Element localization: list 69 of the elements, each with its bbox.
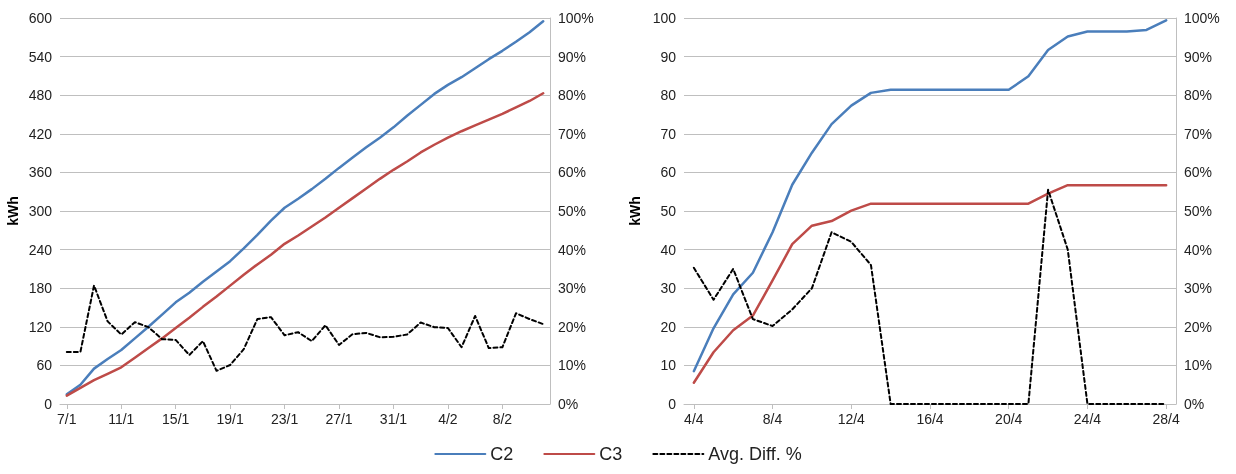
x-tick-label: 15/1 [162,411,190,427]
y2-tick-label: 60% [558,164,587,181]
x-tick-label: 8/2 [492,411,513,427]
y2-tick-label: 50% [1184,203,1213,219]
x-tick-label: 4/4 [684,411,704,427]
y2-tick-label: 10% [558,357,587,374]
y-tick-label: 0 [44,396,53,412]
y-axis-title: kWh [5,196,21,226]
y-tick-label: 180 [28,280,53,297]
x-tick-label: 19/1 [216,411,244,427]
y2-tick-label: 50% [558,203,587,219]
y2-tick-label: 0% [1184,396,1205,412]
y-tick-label: 0 [668,396,677,412]
y-tick-label: 360 [28,164,53,181]
y2-tick-label: 100% [558,10,594,26]
y-tick-label: 10 [660,357,677,374]
y2-tick-label: 90% [1184,48,1213,65]
y-tick-label: 40 [660,241,677,258]
y2-tick-label: 70% [558,125,587,142]
y-tick-label: 80 [660,87,677,104]
x-tick-label: 24/4 [1073,411,1102,427]
y2-tick-label: 40% [558,241,587,258]
y2-tick-label: 20% [558,318,587,335]
y-tick-label: 60 [36,357,53,374]
line-series [65,19,545,396]
x-tick-label: 4/2 [438,411,458,427]
legend-label: C3 [599,444,623,464]
x-tick-label: 11/1 [108,411,135,427]
y2-tick-label: 0% [558,396,579,412]
y-tick-label: 60 [660,164,677,181]
y-tick-label: 540 [28,48,53,65]
y-tick-label: 100 [652,10,677,26]
y2-tick-label: 40% [1184,241,1213,258]
y-tick-label: 300 [28,203,53,219]
y-tick-label: 90 [660,48,677,65]
y-tick-label: 70 [660,125,677,142]
y2-tick-label: 80% [558,87,587,104]
x-tick-label: 7/1 [57,411,77,427]
line-series [65,92,545,397]
y-tick-label: 30 [660,280,677,297]
y-tick-label: 600 [28,10,53,26]
y-tick-label: 420 [28,125,53,142]
y2-tick-label: 100% [1184,10,1220,26]
y-tick-label: 480 [28,87,53,104]
y-tick-label: 50 [660,203,677,219]
x-tick-label: 12/4 [837,411,866,427]
y2-tick-label: 60% [1184,164,1213,181]
legend-label: C2 [490,444,514,464]
y-axis-title: kWh [626,196,643,226]
y2-tick-label: 10% [1184,357,1213,374]
y-tick-label: 120 [28,318,53,335]
y2-tick-label: 90% [558,48,587,65]
x-tick-label: 23/1 [270,411,299,427]
y2-tick-label: 30% [1184,280,1213,297]
y2-tick-label: 80% [1184,87,1213,104]
x-tick-label: 27/1 [325,411,353,427]
x-tick-label: 20/4 [995,411,1023,427]
y-tick-label: 20 [660,318,677,335]
y2-tick-label: 20% [1184,318,1213,335]
legend-label: Avg. Diff. % [708,444,802,464]
y2-tick-label: 30% [558,280,587,297]
y2-tick-label: 70% [1184,125,1213,142]
x-tick-label: 16/4 [916,411,944,427]
x-tick-label: 8/4 [762,411,783,427]
x-tick-label: 28/4 [1152,411,1180,427]
line-series [65,284,545,372]
y-tick-label: 240 [28,241,53,258]
line-series [692,19,1168,373]
x-tick-label: 31/1 [379,411,408,427]
